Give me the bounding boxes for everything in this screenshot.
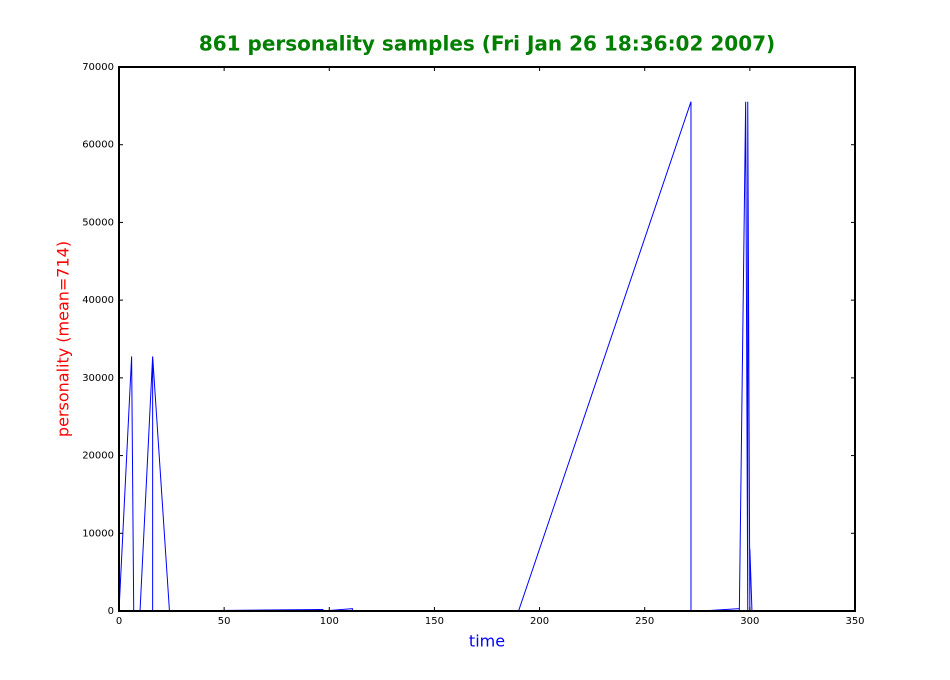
y-tick-label: 10000 xyxy=(82,528,114,539)
y-tick-label: 30000 xyxy=(82,373,114,384)
x-tick-label: 350 xyxy=(845,616,864,627)
x-tick-label: 250 xyxy=(635,616,654,627)
x-tick-label: 100 xyxy=(320,616,339,627)
x-tick-label: 200 xyxy=(530,616,549,627)
x-axis-label: time xyxy=(469,632,505,651)
y-tick-label: 70000 xyxy=(82,62,114,73)
y-tick-label: 40000 xyxy=(82,295,114,306)
y-tick-label: 50000 xyxy=(82,217,114,228)
y-axis-label: personality (mean=714) xyxy=(54,241,73,437)
y-tick-label: 20000 xyxy=(82,451,114,462)
data-line xyxy=(118,101,757,612)
x-tick-label: 50 xyxy=(218,616,231,627)
y-tick-label: 60000 xyxy=(82,140,114,151)
x-tick-label: 150 xyxy=(425,616,444,627)
chart-title: 861 personality samples (Fri Jan 26 18:3… xyxy=(199,32,775,56)
y-tick-label: 0 xyxy=(108,606,114,617)
x-tick-label: 0 xyxy=(116,616,122,627)
x-tick-label: 300 xyxy=(740,616,759,627)
plot-frame xyxy=(118,66,856,612)
